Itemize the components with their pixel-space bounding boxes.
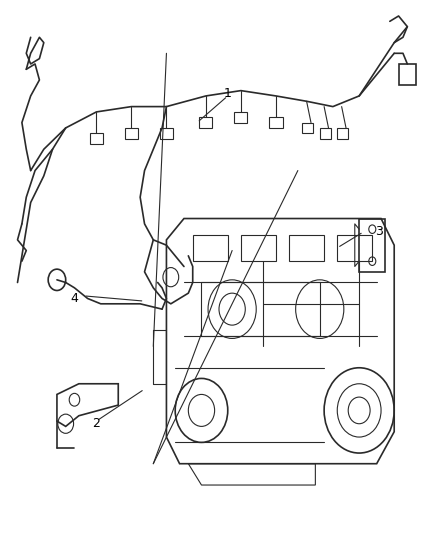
Text: 4: 4: [71, 292, 78, 305]
Bar: [193, 235, 228, 261]
Bar: [359, 219, 385, 272]
Bar: [234, 112, 247, 123]
Bar: [289, 235, 324, 261]
Bar: [337, 235, 372, 261]
Text: 2: 2: [92, 417, 100, 430]
Text: 3: 3: [375, 225, 383, 238]
Bar: [302, 123, 313, 133]
Bar: [199, 117, 212, 128]
Bar: [399, 64, 416, 85]
Bar: [125, 128, 138, 139]
Bar: [241, 235, 276, 261]
Bar: [90, 133, 103, 144]
Bar: [160, 128, 173, 139]
Bar: [320, 128, 331, 139]
Text: 1: 1: [224, 87, 232, 100]
Bar: [337, 128, 348, 139]
Bar: [269, 117, 283, 128]
